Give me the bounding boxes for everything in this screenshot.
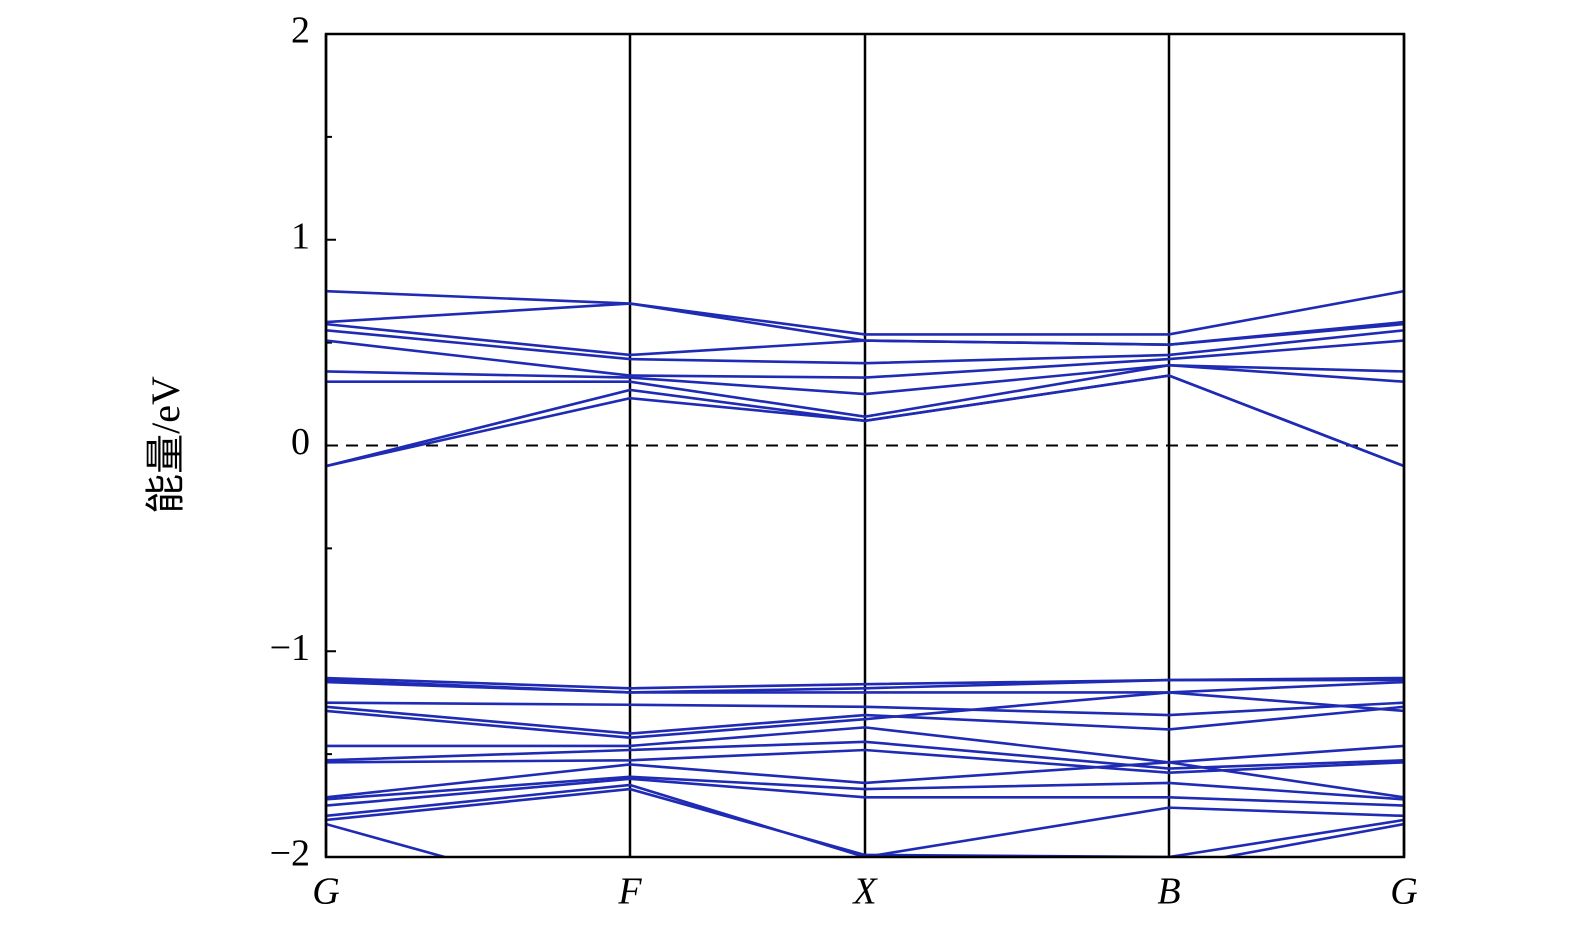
band-line	[326, 322, 1404, 357]
band-line	[326, 726, 1404, 764]
y-tick-label: 1	[291, 215, 310, 257]
x-tick-label: G	[312, 871, 339, 913]
y-tick-label: −1	[270, 627, 310, 669]
x-tick-label: X	[851, 871, 878, 913]
band-line	[326, 822, 1404, 857]
band-line	[326, 339, 1404, 379]
band-line	[326, 748, 1404, 774]
y-axis-label: 能量/eV	[143, 376, 188, 514]
plot-frame	[324, 32, 1406, 859]
x-tick-label: G	[1390, 871, 1417, 913]
band-line	[326, 705, 1404, 735]
band-line	[326, 363, 1404, 396]
band-line	[326, 761, 1404, 799]
band-line	[326, 680, 1404, 694]
band-line	[326, 783, 1404, 857]
y-tick-label: −2	[270, 833, 310, 875]
bands	[326, 289, 1404, 857]
band-line	[326, 775, 1404, 801]
band-line	[326, 777, 1404, 807]
y-tick-label: 2	[291, 10, 310, 52]
band-line	[326, 787, 1404, 857]
band-line	[326, 740, 1404, 770]
x-tick-label: F	[617, 871, 642, 913]
band-line	[326, 363, 1404, 419]
band-line	[326, 374, 1404, 468]
band-line	[326, 289, 1404, 336]
band-line	[326, 328, 1404, 365]
band-line	[326, 691, 1404, 739]
x-tick-label: B	[1157, 871, 1180, 913]
y-tick-label: 0	[291, 421, 310, 463]
band-line	[326, 701, 1404, 717]
